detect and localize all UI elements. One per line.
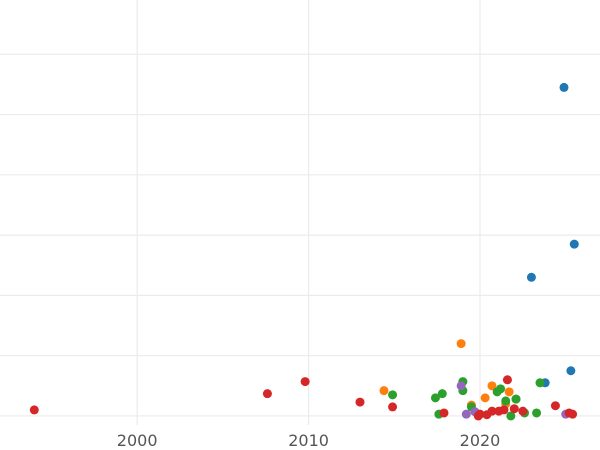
scatter-point bbox=[559, 82, 569, 92]
scatter-point bbox=[480, 393, 490, 403]
scatter-point bbox=[509, 404, 519, 414]
scatter-point bbox=[456, 339, 466, 349]
scatter-point bbox=[568, 409, 578, 419]
scatter-point bbox=[437, 389, 447, 399]
scatter-point bbox=[518, 406, 528, 416]
scatter-point bbox=[439, 408, 449, 418]
scatter-point bbox=[262, 389, 272, 399]
scatter-point bbox=[504, 387, 514, 397]
scatter-point bbox=[388, 390, 398, 400]
scatter-point bbox=[487, 381, 497, 391]
scatter-point bbox=[506, 411, 516, 421]
scatter-point bbox=[475, 409, 485, 419]
x-tick-label: 2010 bbox=[288, 431, 329, 450]
scatter-point bbox=[550, 401, 560, 411]
grid-lines bbox=[0, 0, 600, 425]
scatter-point bbox=[499, 405, 509, 415]
data-points bbox=[29, 82, 579, 421]
scatter-point bbox=[29, 405, 39, 415]
scatter-point bbox=[300, 377, 310, 387]
scatter-point bbox=[496, 384, 506, 394]
scatter-point bbox=[388, 402, 398, 412]
scatter-point bbox=[430, 393, 440, 403]
scatter-point bbox=[511, 394, 521, 404]
scatter-point bbox=[532, 408, 542, 418]
scatter-point bbox=[379, 386, 389, 396]
x-tick-label: 2000 bbox=[117, 431, 158, 450]
scatter-point bbox=[456, 381, 466, 391]
scatter-point bbox=[502, 375, 512, 385]
scatter-point bbox=[461, 409, 471, 419]
scatter-point bbox=[535, 378, 545, 388]
scatter-point bbox=[355, 397, 365, 407]
scatter-point bbox=[501, 396, 511, 406]
scatter-point bbox=[569, 239, 579, 249]
x-tick-label: 2020 bbox=[460, 431, 501, 450]
scatter-point bbox=[526, 272, 536, 282]
scatter-point bbox=[487, 406, 497, 416]
x-axis-ticks: 2000 2010 2020 bbox=[117, 431, 501, 450]
scatter-point bbox=[566, 366, 576, 376]
